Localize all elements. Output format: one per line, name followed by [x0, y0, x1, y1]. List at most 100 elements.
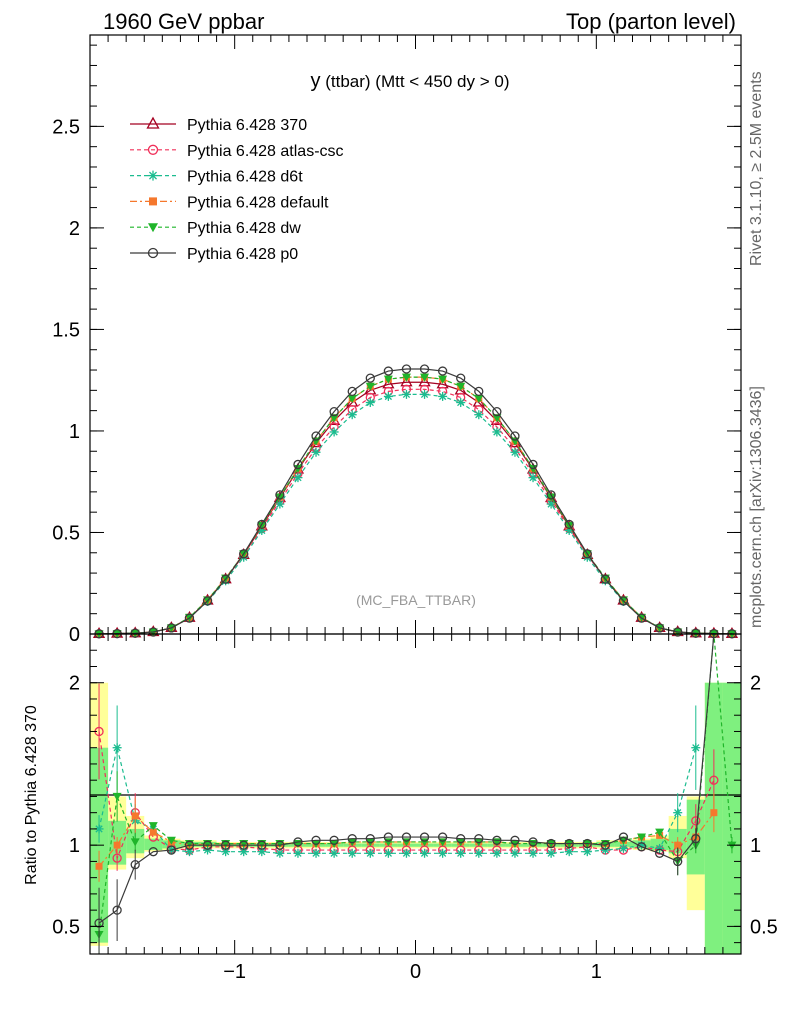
series-point — [401, 389, 411, 399]
ratio-ylabel: Ratio to Pythia 6.428 370 — [23, 705, 40, 885]
ratio-point — [257, 840, 267, 850]
ratio-point — [293, 837, 303, 847]
ratio-point — [275, 848, 285, 858]
legend-marker — [148, 223, 158, 233]
chart-title: y (ttbar) (Mtt < 450 dy > 0) — [311, 70, 510, 92]
ratio-point-stroke — [547, 849, 555, 857]
ratio-point — [564, 847, 574, 857]
series-point — [257, 521, 267, 530]
series-point-stroke — [547, 500, 555, 508]
ratio-point — [166, 836, 176, 845]
ratio-point — [94, 918, 104, 928]
ratio-point — [184, 840, 195, 850]
ratio-point — [419, 832, 430, 842]
series-point — [257, 519, 267, 530]
series-point — [419, 364, 430, 374]
ratio-point — [691, 834, 701, 844]
ratio-point-stroke — [475, 849, 483, 857]
ratio-point — [510, 835, 520, 845]
ratio-point — [655, 843, 665, 853]
ratio-y-tick-label: 2 — [69, 673, 80, 695]
ratio-point — [148, 847, 158, 857]
ratio-series-line — [98, 633, 733, 935]
uncertainty-band-green — [144, 838, 163, 851]
ratio-y-tick-label-right: 1 — [750, 835, 761, 857]
series-point — [492, 407, 502, 417]
ratio-point-stroke — [402, 849, 411, 857]
legend-label: Pythia 6.428 default — [187, 194, 329, 211]
series-point — [438, 375, 448, 384]
series-point — [492, 427, 502, 437]
series-point-stroke — [384, 392, 393, 401]
series-point-stroke — [276, 500, 284, 508]
ratio-point — [112, 792, 122, 801]
ratio-y-tick-label-right: 2 — [750, 673, 761, 695]
series-point-stroke — [511, 448, 519, 456]
series-point — [383, 375, 393, 384]
ratio-point — [94, 824, 104, 834]
series-point — [618, 596, 629, 606]
ratio-point — [710, 809, 718, 817]
x-tick-label: −1 — [223, 961, 246, 983]
legend-label: Pythia 6.428 p0 — [187, 246, 298, 263]
ratio-point-stroke — [493, 849, 501, 857]
x-tick-label: 1 — [591, 961, 602, 983]
series-point — [438, 391, 448, 401]
ratio-point — [239, 840, 249, 850]
ratio-point-stroke — [113, 744, 121, 752]
main-plot-marks — [92, 364, 739, 639]
ratio-point — [401, 848, 411, 858]
ratio-series-line — [98, 747, 697, 854]
legend: Pythia 6.428 370 Pythia 6.428 atlas-csc Py… — [130, 116, 344, 263]
ratio-point — [383, 848, 393, 858]
x-tick-label: 0 — [410, 961, 421, 983]
ratio-point-stroke — [185, 848, 194, 856]
series-point — [293, 473, 303, 483]
ratio-point-stroke — [330, 849, 338, 857]
series-point — [184, 613, 195, 623]
series-point — [166, 623, 177, 633]
ratio-point — [311, 835, 321, 845]
series-point — [420, 373, 430, 382]
main-y-tick-label: 0.5 — [52, 522, 80, 544]
series-point — [220, 574, 231, 584]
mcplots-label: mcplots.cern.ch [arXiv:1306.3436] — [748, 386, 765, 628]
series-point — [275, 490, 285, 500]
ratio-point — [492, 848, 502, 858]
ratio-point — [401, 832, 412, 842]
ratio-point — [202, 840, 213, 850]
legend-label: Pythia 6.428 d6t — [187, 169, 303, 186]
ratio-point-stroke — [692, 744, 700, 752]
ratio-point — [510, 848, 520, 858]
ratio-point — [95, 862, 103, 870]
series-point — [546, 490, 556, 500]
legend-marker — [147, 144, 159, 155]
ratio-point — [329, 848, 339, 858]
ratio-point — [437, 832, 448, 842]
series-point — [437, 366, 448, 376]
main-panel: 0 0.5 1 1.5 2 2.5 y (ttbar) (Mtt < 450 dy > 0… — [52, 34, 742, 646]
ratio-point — [673, 808, 683, 818]
ratio-point — [655, 828, 665, 837]
series-point — [691, 628, 701, 638]
ratio-point — [564, 838, 574, 849]
series-point — [329, 427, 339, 437]
ratio-point — [528, 837, 538, 847]
series-point — [347, 386, 357, 397]
series-point — [546, 499, 556, 509]
series-point-stroke — [366, 398, 374, 407]
ratio-point — [112, 905, 122, 915]
series-point-stroke — [475, 411, 483, 419]
ratio-point-stroke — [457, 849, 465, 857]
series-point — [329, 407, 339, 417]
series-point — [510, 431, 520, 441]
series-point — [673, 627, 683, 637]
series-point — [582, 549, 592, 559]
series-point — [546, 493, 556, 502]
series-point — [383, 391, 393, 401]
ratio-uncertainty-bands — [90, 682, 741, 954]
ratio-point — [293, 848, 303, 858]
ratio-point — [492, 835, 502, 845]
ratio-point-stroke — [655, 844, 664, 853]
legend-marker — [147, 247, 159, 259]
